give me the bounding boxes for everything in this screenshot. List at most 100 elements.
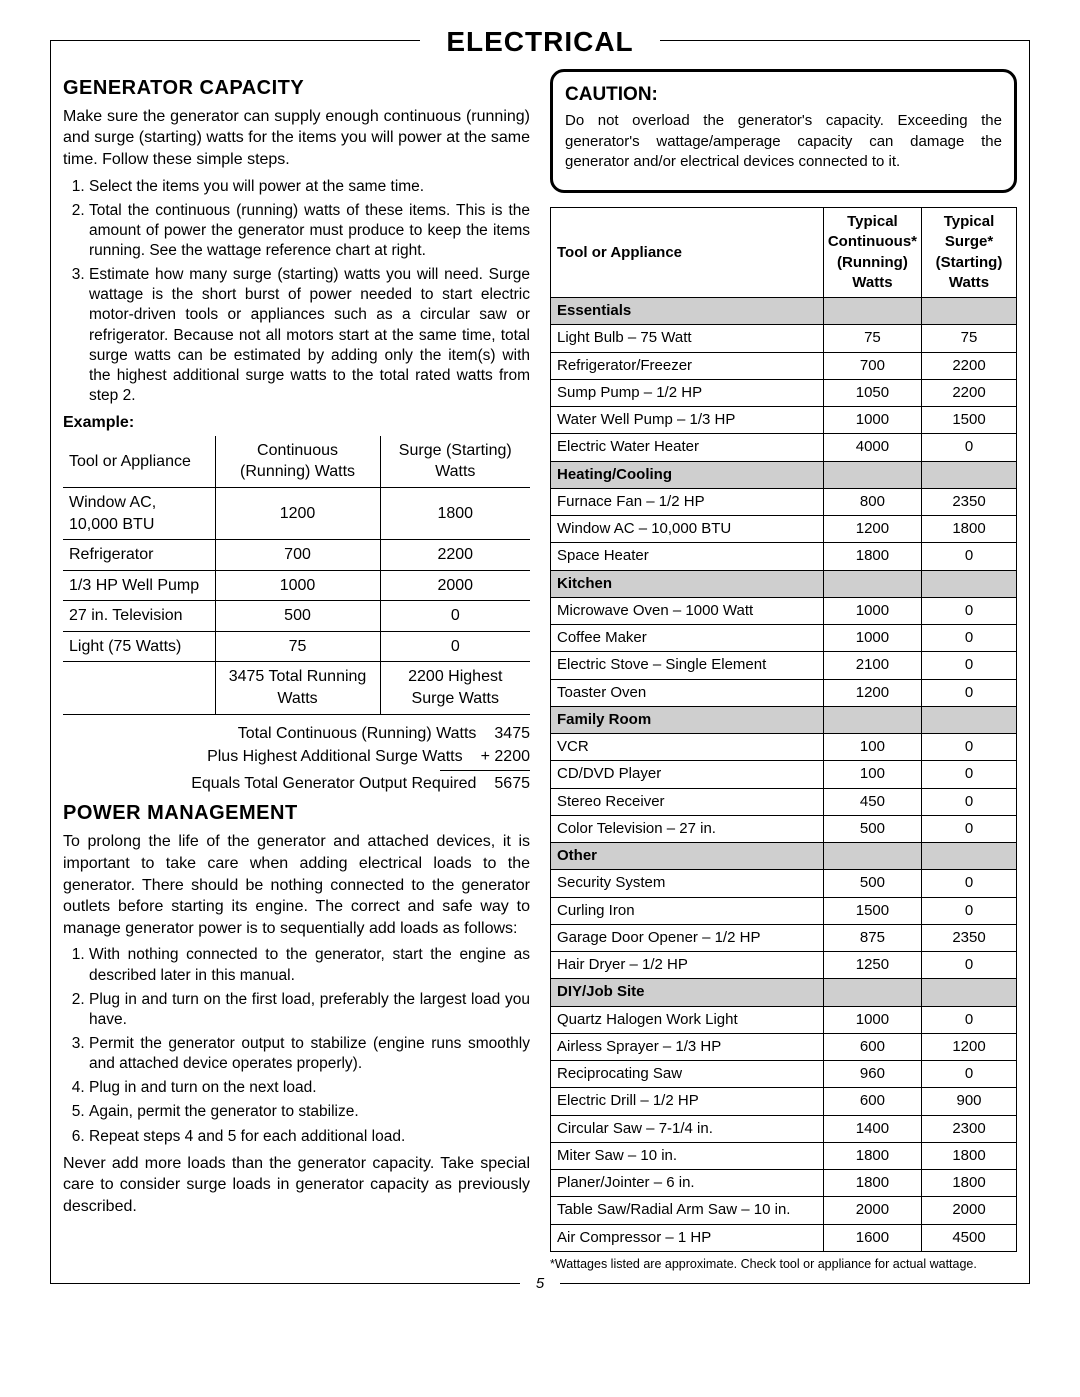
paragraph-capacity-intro: Make sure the generator can supply enoug… xyxy=(63,106,530,171)
totals-divider xyxy=(440,770,530,771)
wattage-category-name: DIY/Job Site xyxy=(551,979,824,1006)
wattage-cell xyxy=(922,843,1017,870)
wattage-row: Electric Stove – Single Element21000 xyxy=(551,652,1017,679)
wattage-continuous: 875 xyxy=(823,924,921,951)
wattage-continuous: 500 xyxy=(823,870,921,897)
wattage-surge: 1200 xyxy=(922,1033,1017,1060)
paragraph-power-note: Never add more loads than the generator … xyxy=(63,1153,530,1218)
power-step: Plug in and turn on the first load, pref… xyxy=(89,990,530,1030)
wattage-header-continuous: Typical Continuous* (Running) Watts xyxy=(823,208,921,298)
wattage-continuous: 600 xyxy=(823,1088,921,1115)
wattage-cell xyxy=(922,706,1017,733)
wattage-row: Water Well Pump – 1/3 HP10001500 xyxy=(551,407,1017,434)
wattage-surge: 0 xyxy=(922,952,1017,979)
example-row: 1/3 HP Well Pump10002000 xyxy=(63,570,530,601)
wattage-tool-name: VCR xyxy=(551,734,824,761)
power-step: Again, permit the generator to stabilize… xyxy=(89,1102,530,1122)
wattage-tool-name: Hair Dryer – 1/2 HP xyxy=(551,952,824,979)
example-label: Example: xyxy=(63,412,530,434)
wattage-continuous: 450 xyxy=(823,788,921,815)
example-header-tool: Tool or Appliance xyxy=(63,436,215,488)
wattage-header-tool: Tool or Appliance xyxy=(551,208,824,298)
wattage-surge: 0 xyxy=(922,652,1017,679)
example-sum-surge: 2200 Highest Surge Watts xyxy=(380,662,530,714)
wattage-continuous: 1000 xyxy=(823,1006,921,1033)
wattage-surge: 0 xyxy=(922,870,1017,897)
wattage-row: Electric Drill – 1/2 HP600900 xyxy=(551,1088,1017,1115)
wattage-surge: 2300 xyxy=(922,1115,1017,1142)
heading-power-management: POWER MANAGEMENT xyxy=(63,800,530,827)
wattage-surge: 0 xyxy=(922,1061,1017,1088)
power-step: With nothing connected to the generator,… xyxy=(89,945,530,985)
wattage-surge: 0 xyxy=(922,597,1017,624)
wattage-category-name: Essentials xyxy=(551,298,824,325)
wattage-row: Curling Iron15000 xyxy=(551,897,1017,924)
wattage-row: Airless Sprayer – 1/3 HP6001200 xyxy=(551,1033,1017,1060)
wattage-continuous: 1800 xyxy=(823,1142,921,1169)
example-cell: Light (75 Watts) xyxy=(63,631,215,662)
caution-heading: CAUTION: xyxy=(565,82,1002,108)
wattage-continuous: 100 xyxy=(823,761,921,788)
example-header-row: Tool or Appliance Continuous (Running) W… xyxy=(63,436,530,488)
power-step: Repeat steps 4 and 5 for each additional… xyxy=(89,1127,530,1147)
wattage-surge: 0 xyxy=(922,788,1017,815)
wattage-continuous: 960 xyxy=(823,1061,921,1088)
wattage-continuous: 1250 xyxy=(823,952,921,979)
wattage-category-row: DIY/Job Site xyxy=(551,979,1017,1006)
wattage-tool-name: Water Well Pump – 1/3 HP xyxy=(551,407,824,434)
wattage-cell xyxy=(922,461,1017,488)
wattage-surge: 0 xyxy=(922,543,1017,570)
example-cell: 500 xyxy=(215,601,380,632)
capacity-steps-list: Select the items you will power at the s… xyxy=(63,177,530,407)
example-cell: Refrigerator xyxy=(63,540,215,571)
wattage-row: Table Saw/Radial Arm Saw – 10 in.2000200… xyxy=(551,1197,1017,1224)
wattage-tool-name: Window AC – 10,000 BTU xyxy=(551,516,824,543)
wattage-category-name: Kitchen xyxy=(551,570,824,597)
wattage-tool-name: Curling Iron xyxy=(551,897,824,924)
wattage-tool-name: Light Bulb – 75 Watt xyxy=(551,325,824,352)
wattage-surge: 0 xyxy=(922,734,1017,761)
wattage-tool-name: Coffee Maker xyxy=(551,625,824,652)
wattage-tool-name: Electric Water Heater xyxy=(551,434,824,461)
wattage-continuous: 1000 xyxy=(823,597,921,624)
wattage-continuous: 1500 xyxy=(823,897,921,924)
wattage-tool-name: Quartz Halogen Work Light xyxy=(551,1006,824,1033)
wattage-tool-name: Microwave Oven – 1000 Watt xyxy=(551,597,824,624)
wattage-surge: 1800 xyxy=(922,516,1017,543)
wattage-category-name: Heating/Cooling xyxy=(551,461,824,488)
totals-value: + 2200 xyxy=(481,746,530,768)
page-number: 5 xyxy=(520,1274,560,1294)
wattage-header-surge: Typical Surge* (Starting) Watts xyxy=(922,208,1017,298)
capacity-step: Total the continuous (running) watts of … xyxy=(89,201,530,261)
wattage-category-row: Other xyxy=(551,843,1017,870)
wattage-category-name: Other xyxy=(551,843,824,870)
wattage-continuous: 700 xyxy=(823,352,921,379)
wattage-continuous: 600 xyxy=(823,1033,921,1060)
wattage-cell xyxy=(823,979,921,1006)
wattage-cell xyxy=(823,570,921,597)
wattage-tool-name: Electric Drill – 1/2 HP xyxy=(551,1088,824,1115)
wattage-row: Microwave Oven – 1000 Watt10000 xyxy=(551,597,1017,624)
wattage-surge: 1800 xyxy=(922,1142,1017,1169)
wattage-tool-name: Table Saw/Radial Arm Saw – 10 in. xyxy=(551,1197,824,1224)
caution-box: CAUTION: Do not overload the generator's… xyxy=(550,69,1017,193)
wattage-cell xyxy=(823,461,921,488)
wattage-surge: 0 xyxy=(922,434,1017,461)
example-cell: 700 xyxy=(215,540,380,571)
example-cell: 0 xyxy=(380,601,530,632)
wattage-row: Reciprocating Saw9600 xyxy=(551,1061,1017,1088)
wattage-tool-name: Refrigerator/Freezer xyxy=(551,352,824,379)
wattage-continuous: 1200 xyxy=(823,516,921,543)
wattage-continuous: 75 xyxy=(823,325,921,352)
wattage-row: Sump Pump – 1/2 HP10502200 xyxy=(551,379,1017,406)
totals-row: Equals Total Generator Output Required56… xyxy=(63,773,530,795)
totals-value: 5675 xyxy=(494,773,530,795)
wattage-surge: 1800 xyxy=(922,1170,1017,1197)
wattage-continuous: 1400 xyxy=(823,1115,921,1142)
example-sum-row: 3475 Total Running Watts 2200 Highest Su… xyxy=(63,662,530,714)
wattage-continuous: 500 xyxy=(823,815,921,842)
power-step: Permit the generator output to stabilize… xyxy=(89,1034,530,1074)
example-row: Light (75 Watts)750 xyxy=(63,631,530,662)
page-title: ELECTRICAL xyxy=(420,23,660,61)
wattage-row: CD/DVD Player1000 xyxy=(551,761,1017,788)
